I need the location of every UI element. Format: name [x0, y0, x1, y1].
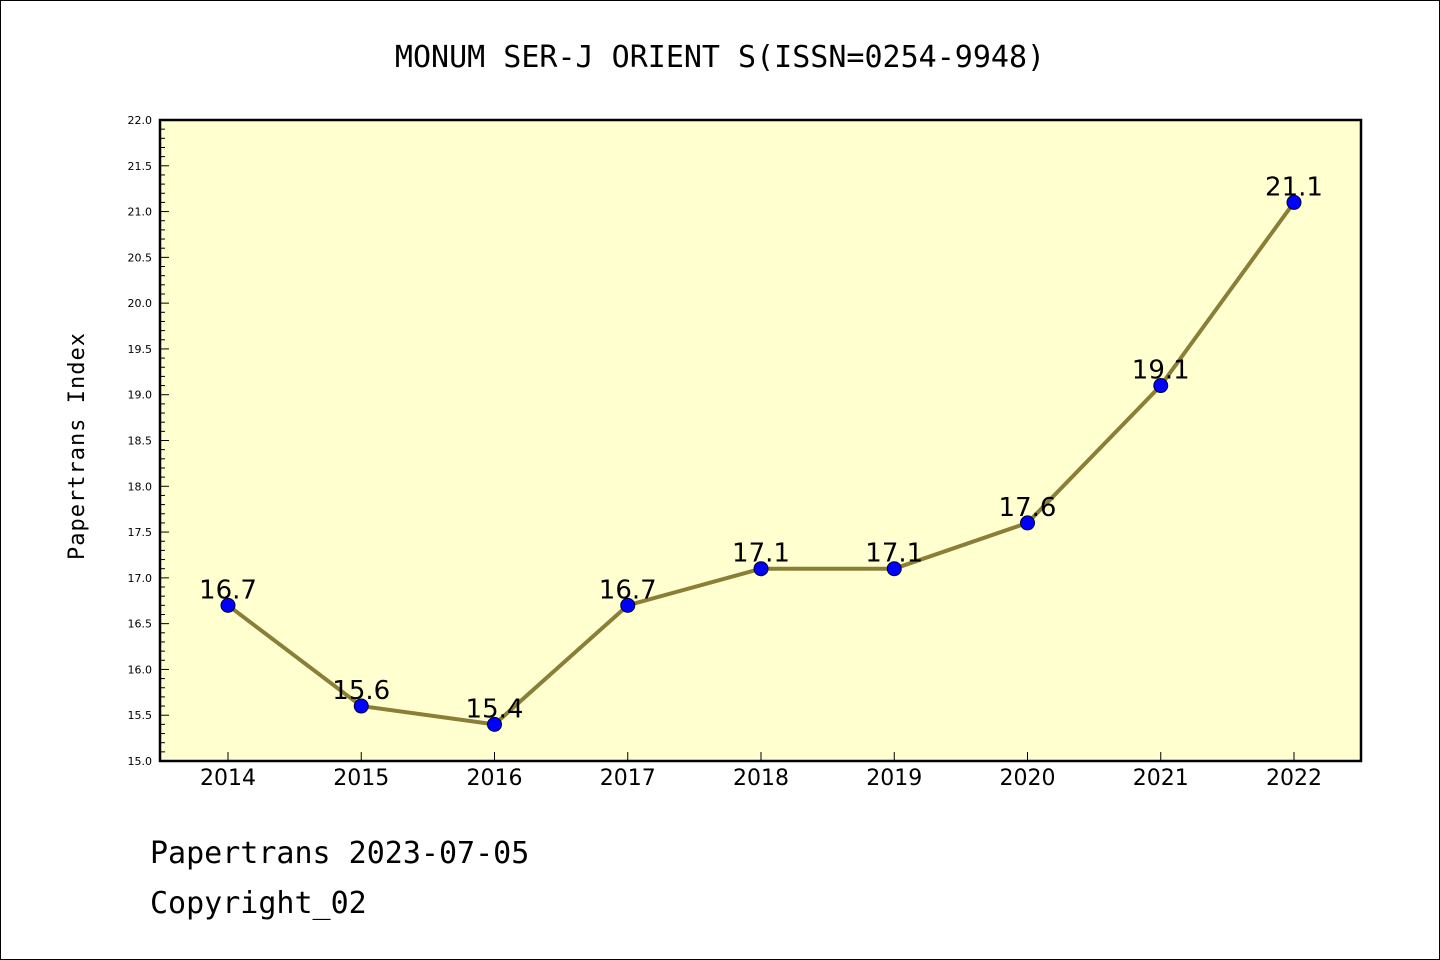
data-point [1153, 378, 1169, 394]
footer-date: Papertrans 2023-07-05 [150, 836, 530, 871]
data-label: 21.1 [1265, 172, 1323, 202]
x-tick-label: 2022 [1266, 766, 1322, 791]
x-tick-label: 2018 [733, 766, 789, 791]
x-tick-label: 2019 [866, 766, 922, 791]
y-tick-label: 19.0 [128, 389, 153, 402]
x-tick-label: 2014 [200, 766, 256, 791]
y-tick-label: 18.5 [128, 435, 153, 448]
y-tick-label: 20.0 [128, 297, 153, 310]
data-label: 16.7 [599, 575, 657, 605]
chart-title: MONUM SER-J ORIENT S(ISSN=0254-9948) [395, 40, 1045, 75]
data-point [1286, 194, 1302, 210]
x-tick-label: 2015 [333, 766, 389, 791]
y-tick-label: 21.0 [128, 206, 153, 219]
y-tick-label: 20.5 [128, 251, 153, 264]
data-label: 15.6 [332, 676, 390, 706]
x-tick-label: 2020 [1000, 766, 1056, 791]
data-label: 16.7 [199, 575, 257, 605]
data-label: 17.1 [732, 539, 790, 569]
y-tick-label: 16.0 [128, 663, 153, 676]
data-point [487, 716, 502, 732]
y-tick-label: 17.0 [128, 572, 153, 585]
y-tick-label: 15.0 [128, 755, 153, 768]
data-point [220, 597, 236, 613]
data-point [886, 561, 902, 577]
data-point [1020, 515, 1035, 531]
data-label: 19.1 [1132, 356, 1190, 386]
data-label: 17.1 [865, 539, 923, 569]
x-tick-label: 2021 [1133, 766, 1189, 791]
y-tick-label: 15.5 [128, 709, 153, 722]
plot-area [160, 120, 1361, 761]
data-label: 15.4 [466, 694, 524, 724]
y-axis-label: Papertrans Index [65, 332, 90, 560]
data-point [620, 597, 636, 613]
y-tick-label: 21.5 [128, 160, 153, 173]
x-axis: 2014 2015 2016 2017 2018 2019 2020 2021 2022 [200, 752, 1322, 791]
x-tick-label: 2016 [467, 766, 523, 791]
plot-border [158, 118, 1363, 763]
data-label: 17.6 [999, 493, 1057, 523]
y-tick-label: 22.0 [128, 114, 153, 127]
y-tick-label: 19.5 [128, 343, 153, 356]
footer-copyright: Copyright_02 [150, 886, 367, 921]
data-point [353, 698, 369, 714]
y-tick-label: 17.5 [128, 526, 153, 539]
data-labels-group: 16.7 15.6 15.4 16.7 17.1 17.1 17.6 19.1 21.1 [199, 172, 1323, 724]
y-tick-label: 18.0 [128, 480, 153, 493]
y-tick-label: 16.5 [128, 618, 153, 631]
x-tick-label: 2017 [600, 766, 656, 791]
markers-group [220, 194, 1302, 732]
data-point [753, 561, 769, 577]
